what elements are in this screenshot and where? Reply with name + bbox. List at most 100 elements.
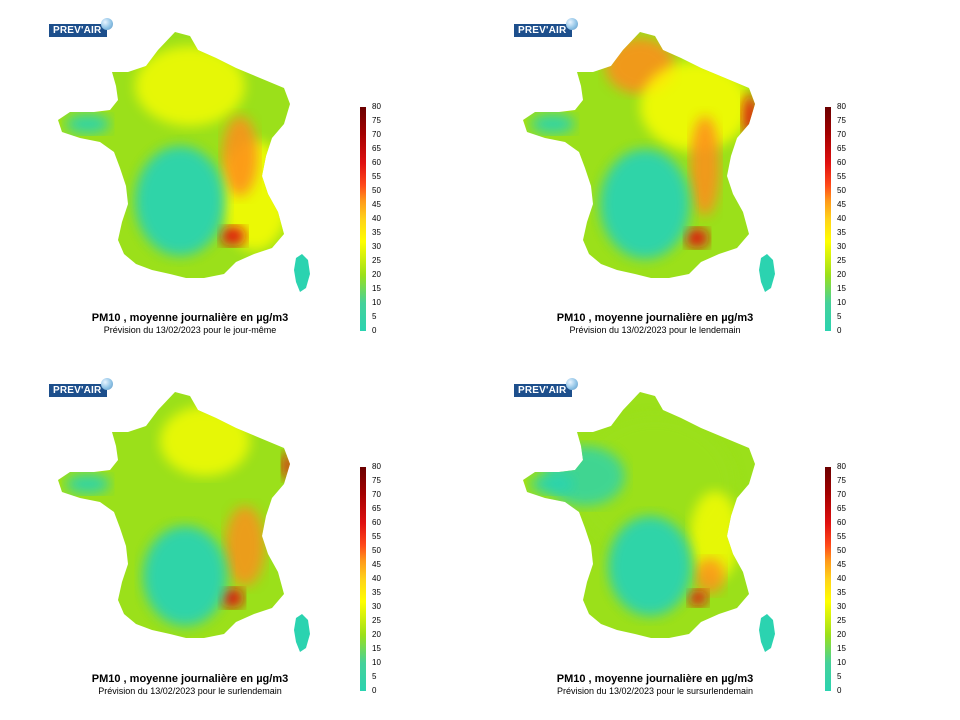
color-scale-tick: 75 [372,116,381,125]
color-scale-tick: 65 [837,144,846,153]
color-scale-tick: 30 [837,242,846,251]
pm10-concentration-patch [531,114,575,134]
color-scale-tick: 10 [372,298,381,307]
color-scale-tick: 35 [837,228,846,237]
logo-text: PREV'AIR [53,25,102,36]
color-scale-tick: 70 [372,490,381,499]
color-scale-tick: 40 [837,574,846,583]
color-scale-tick: 60 [372,158,381,167]
pm10-concentration-patch [222,116,258,196]
france-pm10-map [58,392,310,652]
prevair-logo: PREV'AIR [514,378,578,397]
color-scale-tick: 35 [372,588,381,597]
prevair-logo: PREV'AIR [49,378,113,397]
pm10-concentration-patch [220,588,244,608]
pm10-concentration-patch [225,506,265,586]
color-scale-tick: 55 [372,532,381,541]
globe-icon [101,18,113,30]
color-scale-tick: 55 [837,532,846,541]
color-scale-tick: 25 [372,256,381,265]
pm10-concentration-patch [742,94,755,138]
pm10-concentration-patch [143,526,227,626]
forecast-panel-day2: PREV'AIR 80 75 70 65 60 55 50 45 40 35 30 25 20 15 10 5… [0,360,480,720]
color-scale-tick: 65 [372,504,381,513]
pm10-concentration-patch [690,491,740,581]
logo-text: PREV'AIR [518,385,567,396]
forecast-panel-day1: PREV'AIR 80 75 70 65 60 55 50 45 40 35 30 25 20 15 10 5… [465,0,945,360]
color-scale-tick: 55 [837,172,846,181]
color-scale-tick: 80 [372,102,381,111]
color-scale-tick: 20 [837,630,846,639]
color-scale-tick: 0 [837,686,842,695]
color-scale-bar [360,467,366,691]
pm10-concentration-patch [66,474,110,494]
color-scale-tick: 5 [837,672,842,681]
corsica [294,254,310,292]
forecast-panel-day0: PREV'AIR 80 75 70 65 60 55 50 45 40 35 30 25 20 15 10 5… [0,0,480,360]
pm10-concentration-patch [600,149,690,259]
france-pm10-map [58,32,310,292]
color-scale-tick: 40 [372,574,381,583]
color-scale-tick: 10 [837,658,846,667]
pm10-concentration-patch [695,558,725,594]
color-scale-tick: 45 [837,200,846,209]
color-scale-tick: 0 [837,326,842,335]
color-scale-tick: 65 [837,504,846,513]
pm10-concentration-patch [135,146,225,256]
logo-text: PREV'AIR [518,25,567,36]
color-scale-tick: 75 [837,116,846,125]
color-scale-tick: 55 [372,172,381,181]
pm10-concentration-patch [688,590,708,606]
color-scale-tick: 15 [372,284,381,293]
map-subtitle: Prévision du 13/02/2023 pour le surlende… [98,686,282,696]
pm10-concentration-patch [640,61,750,151]
color-scale-tick: 20 [372,630,381,639]
map-subtitle: Prévision du 13/02/2023 pour le lendemai… [569,325,741,335]
color-scale-tick: 80 [837,462,846,471]
pm10-concentration-patch [160,406,250,476]
color-scale-tick: 10 [372,658,381,667]
globe-icon [101,378,113,390]
map-title: PM10 , moyenne journalière en µg/m3 [91,673,289,685]
pm10-concentration-patch [531,474,575,494]
pm10-concentration-patch [690,116,720,216]
forecast-panel-day3: PREV'AIR 80 75 70 65 60 55 50 45 40 35 30 25 20 15 10 5… [465,360,945,720]
color-scale-tick: 25 [837,256,846,265]
color-scale-tick: 70 [837,490,846,499]
pm10-concentration-patch [685,228,709,248]
map-title: PM10 , moyenne journalière en µg/m3 [556,673,754,685]
color-scale-tick: 50 [837,546,846,555]
color-scale-tick: 60 [837,158,846,167]
globe-icon [566,378,578,390]
color-scale-tick: 50 [837,186,846,195]
france-pm10-map [523,392,775,652]
color-scale-tick: 0 [372,686,377,695]
color-scale-tick: 20 [372,270,381,279]
color-scale-tick: 75 [837,476,846,485]
color-scale-tick: 25 [372,616,381,625]
color-scale-tick: 45 [372,560,381,569]
pm10-concentration-patch [220,226,246,246]
color-scale-tick: 30 [372,602,381,611]
color-scale-tick: 50 [372,186,381,195]
color-scale-tick: 80 [837,102,846,111]
color-scale-tick: 5 [372,312,377,321]
color-scale-tick: 35 [837,588,846,597]
corsica [294,614,310,652]
map-subtitle: Prévision du 13/02/2023 pour le jour-mêm… [103,325,277,335]
color-scale-tick: 35 [372,228,381,237]
color-scale-tick: 40 [837,214,846,223]
color-scale-tick: 80 [372,462,381,471]
color-scale-tick: 70 [837,130,846,139]
color-scale-tick: 5 [372,672,377,681]
color-scale-tick: 0 [372,326,377,335]
color-scale-bar [360,107,366,331]
color-scale-tick: 40 [372,214,381,223]
corsica [759,254,775,292]
color-scale-tick: 50 [372,546,381,555]
pm10-concentration-patch [135,46,245,126]
corsica [759,614,775,652]
pm10-concentration-patch [282,452,290,480]
color-scale-tick: 15 [837,644,846,653]
color-scale-tick: 60 [837,518,846,527]
